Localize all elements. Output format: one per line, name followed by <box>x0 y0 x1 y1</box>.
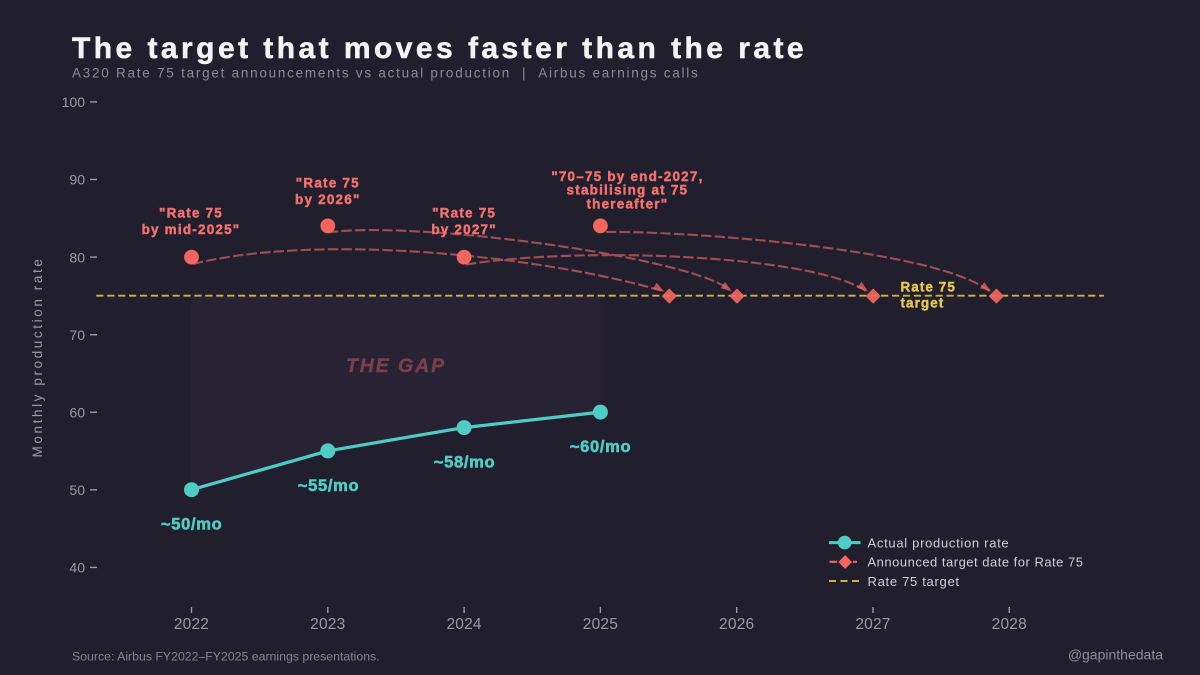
svg-text:Actual production rate: Actual production rate <box>868 536 1010 551</box>
svg-text:60: 60 <box>69 404 85 420</box>
svg-text:stabilising at 75: stabilising at 75 <box>567 183 689 198</box>
svg-text:Announced target date for Rate: Announced target date for Rate 75 <box>868 555 1084 570</box>
svg-text:2028: 2028 <box>992 616 1027 633</box>
svg-text:"Rate 75: "Rate 75 <box>296 176 360 191</box>
svg-text:~55/mo: ~55/mo <box>298 477 360 495</box>
svg-text:The target that moves faster t: The target that moves faster than the ra… <box>72 32 807 65</box>
svg-text:2023: 2023 <box>310 616 345 633</box>
svg-text:~58/mo: ~58/mo <box>434 454 496 472</box>
svg-text:Rate 75 target: Rate 75 target <box>868 574 960 589</box>
svg-text:by mid-2025": by mid-2025" <box>142 222 241 237</box>
svg-text:2025: 2025 <box>583 616 618 633</box>
svg-text:THE GAP: THE GAP <box>346 355 446 377</box>
svg-text:40: 40 <box>69 560 85 576</box>
svg-text:2026: 2026 <box>719 616 754 633</box>
svg-text:"Rate 75: "Rate 75 <box>159 206 223 221</box>
svg-text:Monthly production rate: Monthly production rate <box>30 257 45 458</box>
svg-text:by 2026": by 2026" <box>295 192 361 207</box>
svg-text:~60/mo: ~60/mo <box>570 438 632 456</box>
svg-text:Source: Airbus FY2022–FY2025 e: Source: Airbus FY2022–FY2025 earnings pr… <box>72 650 380 664</box>
svg-text:2022: 2022 <box>174 616 209 633</box>
svg-text:A320 Rate 75 target announceme: A320 Rate 75 target announcements vs act… <box>72 66 700 81</box>
svg-text:"70–75 by end-2027,: "70–75 by end-2027, <box>551 169 703 184</box>
svg-text:80: 80 <box>69 249 85 265</box>
svg-text:100: 100 <box>62 94 86 110</box>
svg-text:@gapinthedata: @gapinthedata <box>1068 647 1163 663</box>
svg-text:2027: 2027 <box>855 616 890 633</box>
svg-text:target: target <box>901 295 945 310</box>
svg-text:thereafter": thereafter" <box>586 196 668 211</box>
svg-text:90: 90 <box>69 172 85 188</box>
svg-text:2024: 2024 <box>446 616 481 633</box>
svg-text:~50/mo: ~50/mo <box>161 516 223 534</box>
svg-text:Rate 75: Rate 75 <box>901 279 956 294</box>
svg-text:"Rate 75: "Rate 75 <box>432 206 496 221</box>
svg-text:50: 50 <box>69 482 85 498</box>
svg-text:by 2027": by 2027" <box>431 222 497 237</box>
svg-text:70: 70 <box>69 327 85 343</box>
